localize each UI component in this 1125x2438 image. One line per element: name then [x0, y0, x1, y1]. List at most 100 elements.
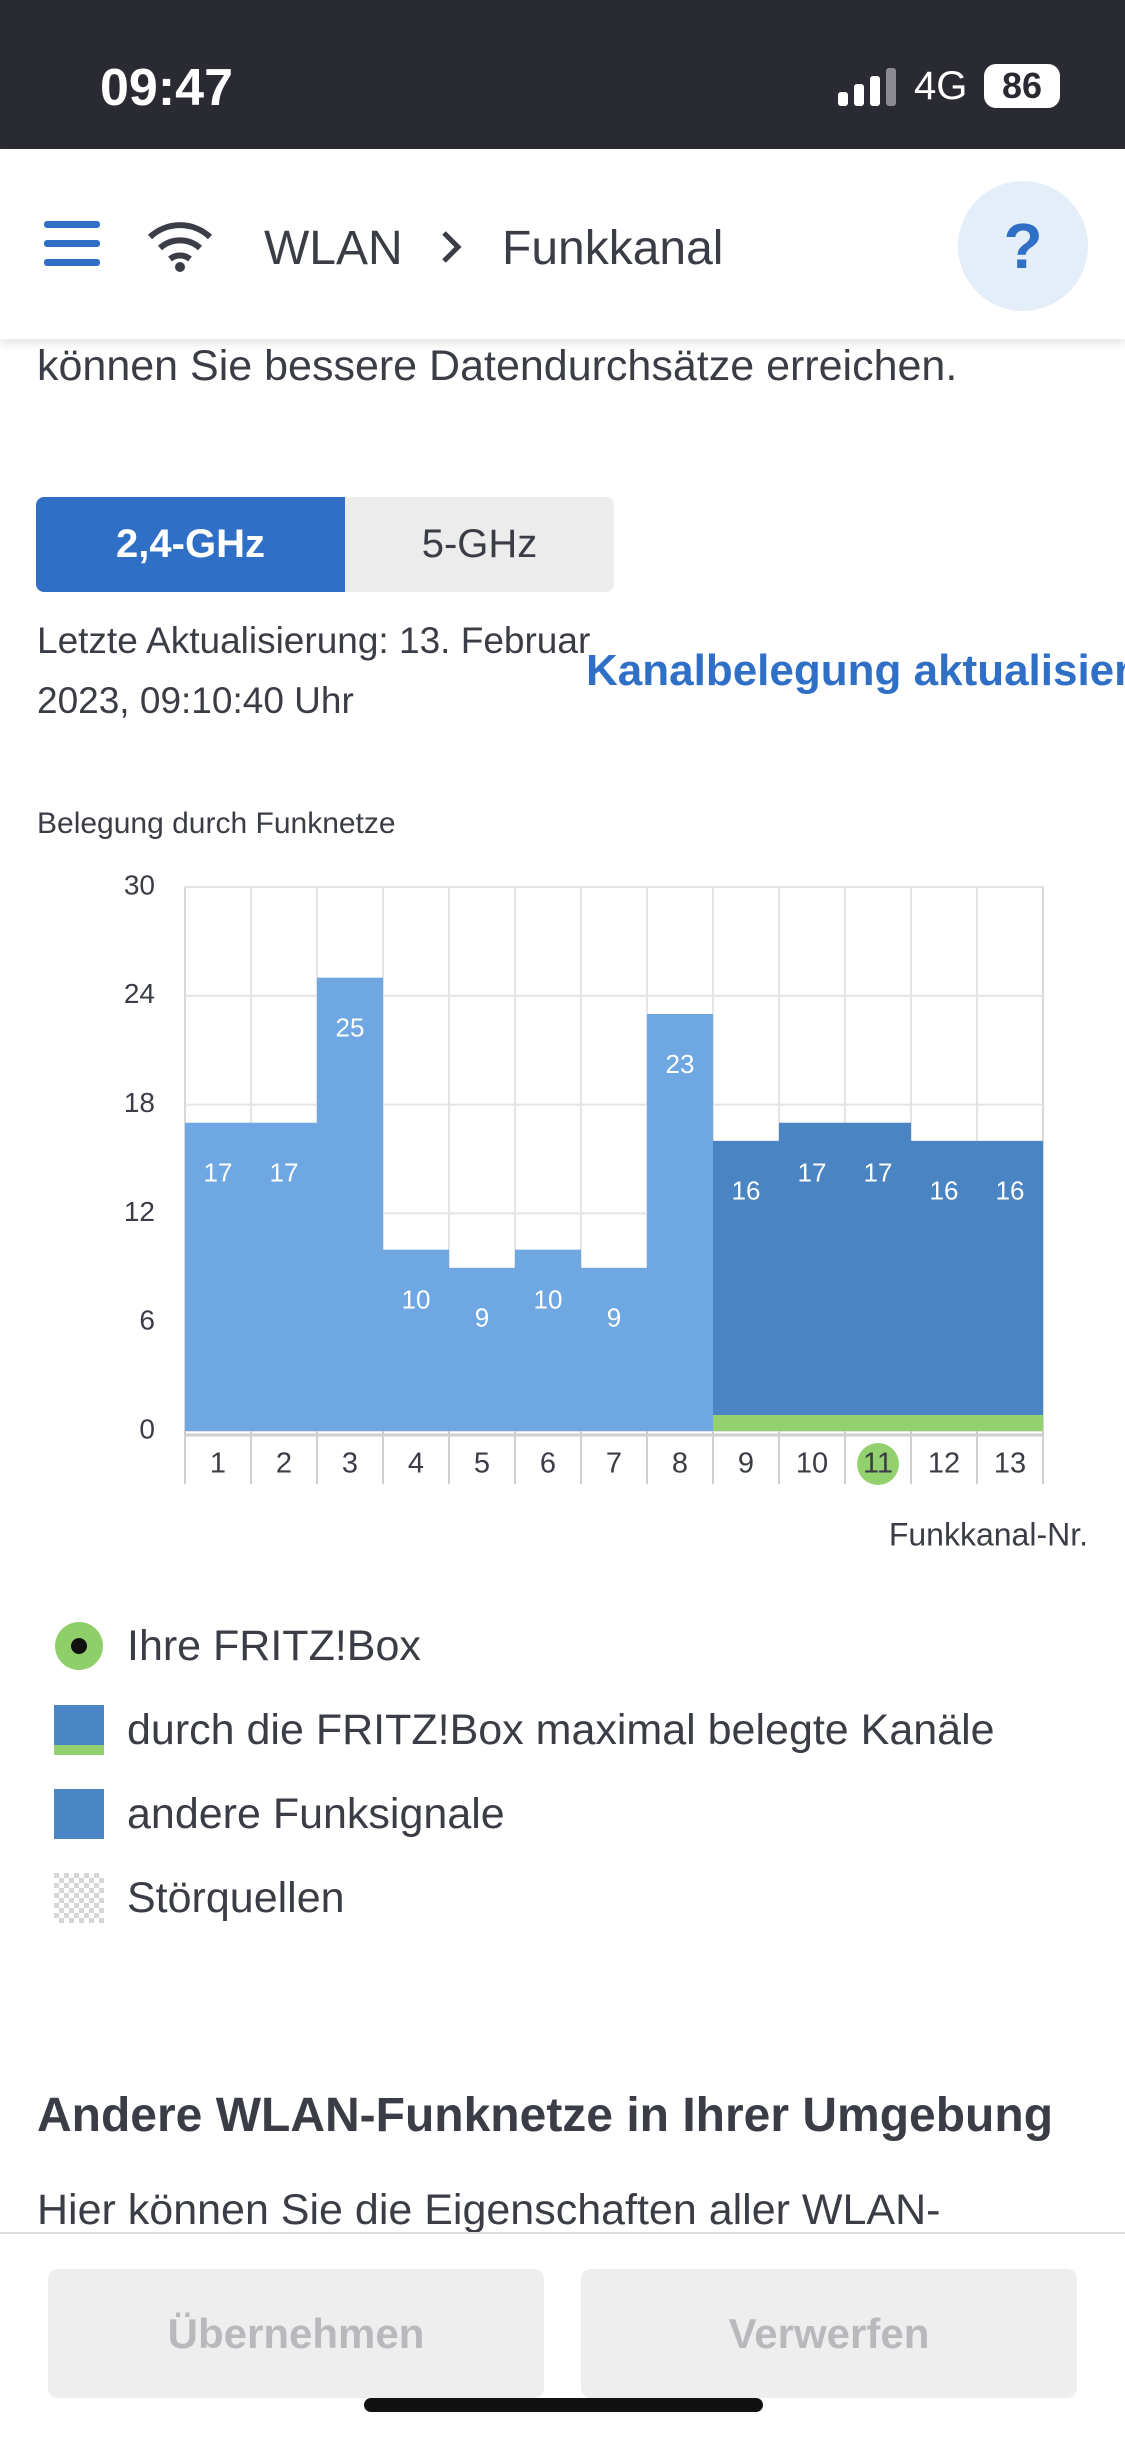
- legend-pattern-cell: [79, 1918, 84, 1923]
- data-label: 10: [402, 1285, 431, 1315]
- apply-button[interactable]: Übernehmen: [48, 2269, 544, 2398]
- legend-item: andere Funksignale: [54, 1784, 505, 1844]
- refresh-link[interactable]: Kanalbelegung aktualisieren: [586, 646, 1125, 695]
- data-label: 9: [475, 1303, 489, 1333]
- x-tick-label: 7: [606, 1448, 622, 1480]
- legend-pattern-cell: [64, 1913, 69, 1918]
- nav-bar: WLAN Funkkanal ?: [0, 149, 1125, 339]
- legend-pattern-cell: [94, 1873, 99, 1878]
- bar: [317, 977, 383, 1431]
- legend-pattern-cell: [79, 1908, 84, 1913]
- legend-strip: [54, 1745, 104, 1755]
- intro-text: können Sie bessere Datendurchsätze errei…: [37, 342, 958, 390]
- discard-button[interactable]: Verwerfen: [581, 2269, 1077, 2398]
- legend-marker: [54, 1789, 104, 1839]
- home-indicator: [364, 2398, 763, 2412]
- battery: 86: [984, 64, 1060, 108]
- data-label: 9: [607, 1303, 621, 1333]
- data-label: 10: [534, 1285, 563, 1315]
- legend-pattern-cell: [74, 1893, 79, 1898]
- legend-pattern-cell: [89, 1888, 94, 1893]
- tab-active[interactable]: 2,4-GHz: [36, 497, 345, 592]
- section-heading: Andere WLAN-Funknetze in Ihrer Umgebung: [37, 2089, 1054, 2142]
- legend-label: Störquellen: [127, 1873, 345, 1922]
- x-tick-label: 12: [928, 1448, 960, 1480]
- legend-pattern-cell: [59, 1898, 64, 1903]
- y-tick-label: 18: [124, 1087, 155, 1118]
- legend-pattern-cell: [84, 1873, 89, 1878]
- legend-pattern-cell: [94, 1913, 99, 1918]
- x-tick-label: 4: [408, 1448, 424, 1480]
- x-tick-label: 6: [540, 1448, 556, 1480]
- legend-pattern-cell: [99, 1888, 104, 1893]
- legend-pattern-cell: [54, 1903, 59, 1908]
- legend-pattern-cell: [89, 1908, 94, 1913]
- fritzbox-strip: [845, 1415, 911, 1431]
- legend-pattern-cell: [84, 1893, 89, 1898]
- legend-pattern-cell: [59, 1918, 64, 1923]
- update-text: 2023, 09:10:40 Uhr: [37, 680, 354, 721]
- x-tick-label: 2: [276, 1448, 292, 1480]
- network-type: 4G: [914, 64, 968, 108]
- legend-label: andere Funksignale: [127, 1789, 505, 1838]
- data-label: 17: [204, 1158, 233, 1188]
- bar: [647, 1013, 713, 1431]
- y-tick-label: 12: [124, 1196, 155, 1227]
- legend-pattern-cell: [94, 1893, 99, 1898]
- bar: [185, 1122, 251, 1431]
- legend-pattern-cell: [89, 1918, 94, 1923]
- legend-label: durch die FRITZ!Box maximal belegte Kanä…: [127, 1705, 995, 1754]
- data-label: 16: [930, 1176, 959, 1206]
- x-tick-label: 13: [994, 1448, 1026, 1480]
- legend-pattern-cell: [64, 1873, 69, 1878]
- breadcrumb-section[interactable]: WLAN: [264, 222, 403, 275]
- legend-pattern-cell: [84, 1913, 89, 1918]
- legend-marker-dot: [71, 1638, 87, 1654]
- legend-pattern-cell: [89, 1898, 94, 1903]
- chart-title: Belegung durch Funknetze: [37, 807, 396, 840]
- legend-icon: [54, 1705, 104, 1755]
- legend-pattern-cell: [74, 1903, 79, 1908]
- legend-icon: [55, 1622, 103, 1670]
- legend-pattern-cell: [74, 1883, 79, 1888]
- signal-icon: [838, 68, 896, 106]
- legend-item: Störquellen: [54, 1868, 345, 1928]
- legend-pattern-cell: [54, 1893, 59, 1898]
- legend-pattern-cell: [99, 1898, 104, 1903]
- bar: [251, 1122, 317, 1431]
- x-tick-label: 5: [474, 1448, 490, 1480]
- bar: [779, 1122, 845, 1431]
- bar: [383, 1249, 449, 1431]
- wifi-icon: [147, 222, 213, 272]
- legend-pattern-cell: [99, 1908, 104, 1913]
- menu-button[interactable]: [44, 221, 100, 267]
- data-label: 23: [666, 1049, 695, 1079]
- clock: 09:47: [100, 59, 233, 117]
- bar: [515, 1249, 581, 1431]
- fritzbox-strip: [713, 1415, 779, 1431]
- x-tick-label: 3: [342, 1448, 358, 1480]
- bar: [911, 1140, 977, 1431]
- data-label: 17: [270, 1158, 299, 1188]
- legend-pattern-cell: [74, 1913, 79, 1918]
- chart: Belegung durch Funknetze Funkkanal-Nr. 0…: [37, 807, 1088, 1553]
- status-bar: 09:47 4G 86: [0, 0, 1125, 149]
- y-tick-label: 6: [139, 1305, 155, 1336]
- legend-item: durch die FRITZ!Box maximal belegte Kanä…: [54, 1700, 995, 1760]
- legend-pattern-cell: [69, 1888, 74, 1893]
- legend-pattern-cell: [94, 1903, 99, 1908]
- data-label: 16: [996, 1176, 1025, 1206]
- breadcrumb-chevron: [442, 231, 462, 263]
- legend-pattern-cell: [69, 1918, 74, 1923]
- help-button[interactable]: ?: [958, 181, 1088, 311]
- x-tick-label: 10: [796, 1448, 828, 1480]
- x-axis-label: Funkkanal-Nr.: [889, 1516, 1088, 1552]
- tab[interactable]: 5-GHz: [345, 497, 614, 592]
- legend-pattern-cell: [74, 1873, 79, 1878]
- legend-label: Ihre FRITZ!Box: [127, 1621, 421, 1670]
- legend-pattern-cell: [89, 1878, 94, 1883]
- legend-pattern-cell: [54, 1873, 59, 1878]
- legend-pattern-cell: [94, 1883, 99, 1888]
- legend-pattern-cell: [79, 1898, 84, 1903]
